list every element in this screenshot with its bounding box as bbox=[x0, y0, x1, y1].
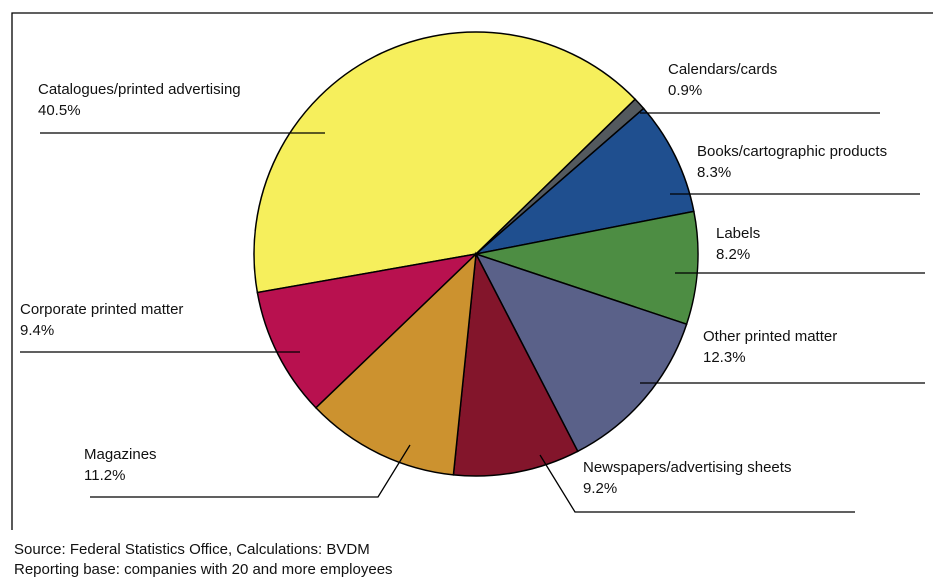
slice-value: 12.3% bbox=[703, 349, 746, 366]
slice-label: Newspapers/advertising sheets bbox=[583, 459, 791, 476]
slice-label: Other printed matter bbox=[703, 328, 837, 345]
source-note: Source: Federal Statistics Office, Calcu… bbox=[14, 541, 370, 558]
pie-slice bbox=[314, 252, 477, 476]
pie-slice bbox=[452, 251, 579, 477]
slice-label: Corporate printed matter bbox=[20, 301, 183, 318]
slice-value: 40.5% bbox=[38, 102, 81, 119]
pie-slice bbox=[473, 210, 699, 326]
leader-line bbox=[90, 444, 411, 498]
slice-label: Magazines bbox=[84, 446, 157, 463]
slice-label: Books/cartographic products bbox=[697, 143, 887, 160]
source-note: Reporting base: companies with 20 and mo… bbox=[14, 561, 393, 578]
pie-slice bbox=[253, 31, 637, 294]
slice-value: 11.2% bbox=[84, 467, 125, 484]
slice-value: 8.2% bbox=[716, 246, 750, 263]
slice-value: 0.9% bbox=[668, 82, 702, 99]
slice-label: Catalogues/printed advertising bbox=[38, 81, 241, 98]
leader-line bbox=[539, 454, 855, 513]
slice-label: Labels bbox=[716, 225, 760, 242]
pie-slice bbox=[256, 252, 479, 409]
frame bbox=[11, 12, 933, 530]
slice-value: 9.2% bbox=[583, 480, 617, 497]
pie-slice bbox=[474, 252, 688, 453]
pie-slice bbox=[473, 107, 695, 256]
slice-label: Calendars/cards bbox=[668, 61, 777, 78]
slice-value: 8.3% bbox=[697, 164, 731, 181]
slice-value: 9.4% bbox=[20, 322, 54, 339]
